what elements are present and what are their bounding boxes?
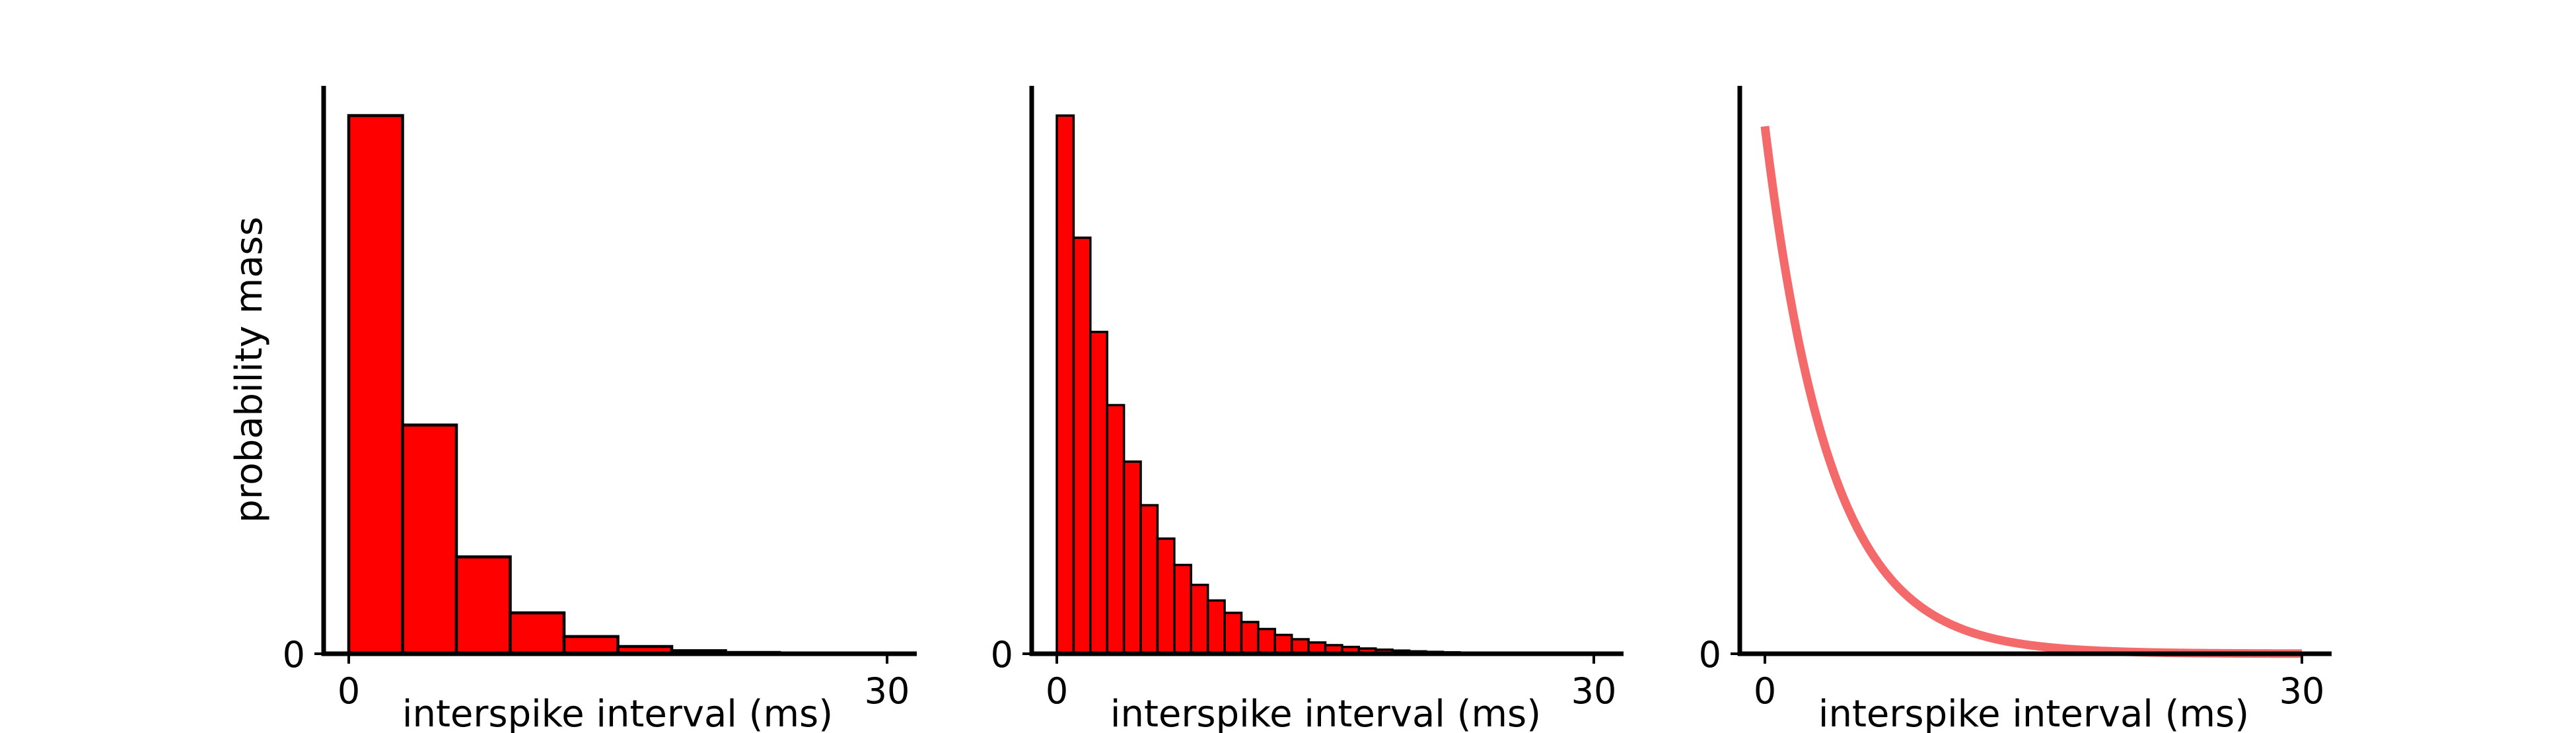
histogram-bar [347, 114, 404, 656]
histogram-bar [562, 635, 620, 656]
y-tick-label-0: 0 [1699, 634, 1721, 676]
x-axis-label: interspike interval (ms) [1818, 693, 2249, 733]
x-tick-label-0: 0 [1754, 670, 1776, 712]
histogram-bar [1122, 460, 1142, 655]
y-tick-label-0: 0 [991, 634, 1013, 676]
histogram-bar [1156, 537, 1176, 655]
x-tick-label-30: 30 [1571, 670, 1617, 712]
histogram-bar [1273, 633, 1293, 655]
panel-coarse-histogram: 0 30 0 interspike interval (ms) probabil… [228, 86, 917, 733]
bars-fine [1055, 114, 1595, 655]
bars-coarse [347, 114, 889, 656]
histogram-bar [1089, 330, 1108, 655]
y-axis-label: probability mass [228, 217, 271, 523]
panel-continuous-density: 0 30 0 interspike interval (ms) [1699, 86, 2332, 733]
x-tick-label-0: 0 [1046, 670, 1068, 712]
x-tick-label-30: 30 [865, 670, 910, 712]
histogram-bar [1257, 627, 1277, 655]
histogram-bar [509, 611, 566, 656]
y-tick-label-0: 0 [283, 634, 305, 676]
x-axis-label: interspike interval (ms) [402, 693, 833, 733]
histogram-bar [1106, 403, 1126, 655]
panel-fine-histogram: 0 30 0 interspike interval (ms) [991, 86, 1624, 733]
density-curve [1760, 125, 2303, 658]
histogram-bar [1223, 611, 1243, 655]
x-axis-label: interspike interval (ms) [1110, 693, 1541, 733]
histogram-bar [1173, 563, 1192, 655]
histogram-bar [401, 423, 458, 656]
histogram-bar [1055, 114, 1075, 655]
histogram-bar [1190, 583, 1209, 655]
x-tick-label-30: 30 [2279, 670, 2325, 712]
histogram-bar [1240, 621, 1260, 655]
histogram-bar [1139, 504, 1159, 655]
histogram-bar [1072, 236, 1092, 655]
histogram-bar [454, 555, 512, 656]
x-tick-label-0: 0 [338, 670, 360, 712]
histogram-bar [1206, 599, 1226, 655]
